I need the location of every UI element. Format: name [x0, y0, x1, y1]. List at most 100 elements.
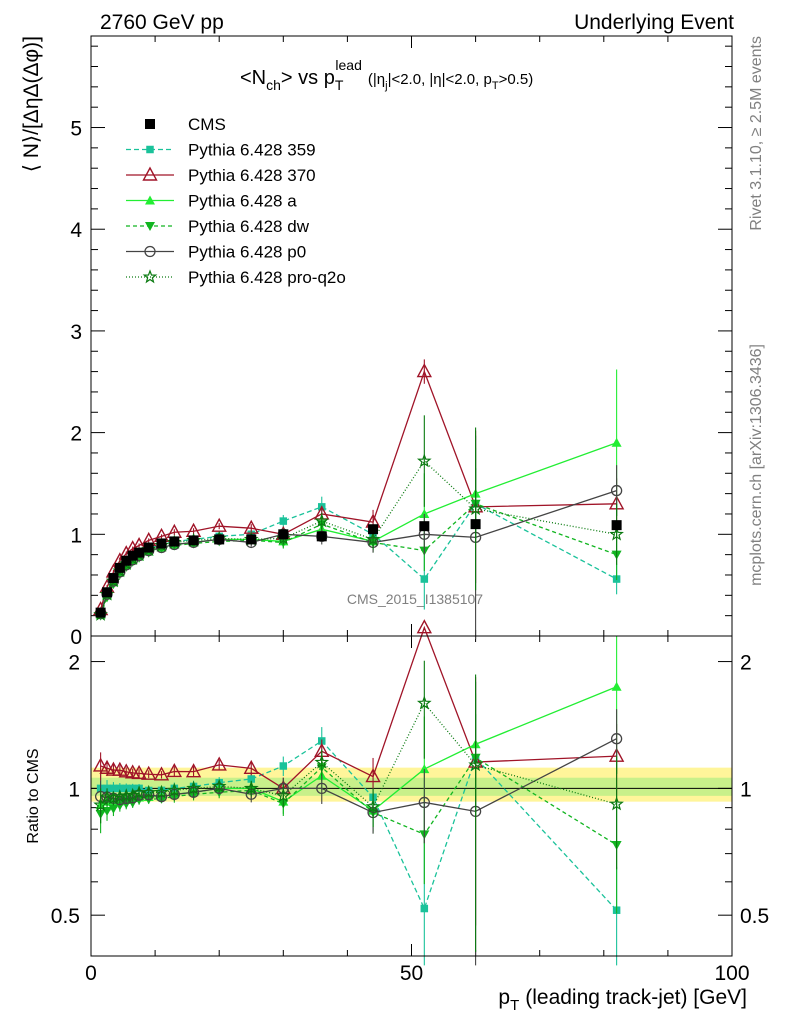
data-point-ratio [365, 798, 381, 813]
series-5 [93, 415, 624, 952]
data-point-ratio [316, 782, 328, 795]
side-bottom-text: mcplots.cern.ch [arXiv:1306.3436] [748, 344, 765, 586]
axes: 0 50 100 0 1 2 3 4 5 0.5 0.5 1 1 2 2 [51, 36, 769, 985]
legend-marker [142, 166, 158, 181]
cms-data-point [214, 534, 225, 545]
data-point-ratio [314, 754, 330, 769]
legend-label: Pythia 6.428 359 [188, 141, 316, 160]
data-point-ratio [243, 759, 259, 775]
data-point-ratio [116, 784, 124, 793]
data-point-ratio [247, 775, 255, 783]
data-point-main [279, 517, 288, 525]
title-sub: ch [266, 77, 281, 93]
ratio-y-tick-label-right: 2 [740, 652, 752, 675]
title-vs: > vs p [281, 67, 335, 89]
data-point-main [468, 501, 483, 516]
cms-data-point [419, 521, 430, 532]
cms-data-point [134, 547, 145, 558]
data-point-ratio [154, 784, 169, 799]
data-point-ratio [243, 780, 259, 795]
data-point-main [611, 437, 622, 447]
data-point-ratio [153, 766, 170, 781]
y-tick-label: 0 [70, 626, 82, 649]
data-point-main [314, 513, 330, 528]
title-cuts3: >0.5) [499, 71, 534, 88]
x-label-T: T [510, 997, 519, 1014]
data-point-ratio [419, 764, 430, 774]
data-point-ratio [131, 764, 147, 780]
x-tick-label: 0 [85, 962, 97, 985]
cms-data-point [108, 573, 119, 584]
data-point-ratio [108, 804, 119, 814]
y-tick-label: 1 [70, 524, 82, 547]
x-tick-label: 100 [714, 962, 749, 985]
cms-data-point [611, 520, 622, 531]
legend-label: CMS [188, 115, 226, 134]
series-line-ratio [100, 740, 618, 911]
data-point-ratio [211, 778, 227, 793]
data-point-ratio [420, 904, 429, 913]
title-cuts-j: j [384, 80, 387, 92]
data-point-ratio [416, 619, 432, 634]
data-point-main [420, 575, 429, 583]
data-point-main [610, 484, 623, 497]
cms-data-point [169, 536, 180, 547]
ratio-frame [90, 635, 733, 957]
series-line-main [99, 369, 617, 610]
data-point-ratio [141, 784, 157, 799]
data-point-ratio [418, 796, 430, 809]
series-line-main [99, 442, 617, 615]
x-label-p: p [498, 986, 510, 1009]
data-point-ratio [166, 763, 183, 778]
legend-marker [145, 195, 155, 205]
y-tick-label: 3 [70, 321, 82, 344]
cms-data-point [470, 519, 481, 530]
cms-data-point [102, 587, 113, 598]
header-left: 2760 GeV pp [100, 11, 224, 34]
series-4 [94, 435, 623, 966]
cms-data-point [246, 534, 257, 545]
series-1 [92, 359, 625, 926]
legend-marker-cms [145, 119, 155, 129]
data-point-ratio [99, 789, 115, 804]
data-point-ratio [99, 759, 115, 774]
data-point-ratio [93, 797, 108, 812]
data-point-ratio [365, 768, 381, 783]
data-point-main [416, 363, 432, 378]
data-point-main [416, 453, 432, 468]
legend: CMS Pythia 6.428 359 Pythia 6.428 370 Pythi… [126, 115, 346, 287]
x-axis-label: pT (leading track-jet) [GeV] [498, 986, 747, 1014]
data-point-ratio [141, 765, 157, 780]
data-point-ratio [185, 763, 202, 778]
cms-data-point [188, 535, 199, 546]
series-layer [92, 359, 625, 966]
data-point-ratio [416, 695, 432, 710]
data-point-ratio [106, 790, 121, 805]
title-T: T [335, 77, 344, 93]
data-point-ratio [279, 762, 288, 770]
watermark: CMS_2015_I1385107 [347, 591, 483, 607]
data-point-ratio [109, 784, 118, 793]
ratio-y-tick-label: 0.5 [51, 905, 80, 928]
header-right: Underlying Event [574, 11, 734, 34]
cms-data-point [127, 550, 138, 561]
legend-marker [144, 245, 156, 258]
data-point-ratio [166, 782, 182, 797]
y-tick-label: 5 [70, 118, 82, 141]
ratio-y-tick-label-right: 0.5 [740, 905, 769, 928]
legend-label: Pythia 6.428 pro-q2o [188, 268, 346, 287]
cms-data-point [316, 531, 327, 542]
cms-data-point [156, 538, 167, 549]
cms-data-point [114, 562, 125, 573]
data-point-ratio [468, 757, 483, 772]
y-tick-label: 4 [70, 219, 82, 242]
data-point-main [365, 531, 381, 546]
x-label-rest: (leading track-jet) [GeV] [525, 986, 747, 1009]
data-point-ratio [610, 733, 623, 745]
plot-frames [90, 35, 733, 957]
cms-data-point [121, 555, 132, 566]
title-cuts-T: T [492, 80, 499, 92]
chart-title: <Nch> vs pTlead(|ηj|<2.0, |η|<2.0, pT>0.… [240, 57, 533, 93]
data-point-main [419, 508, 430, 518]
data-point-ratio [186, 780, 202, 795]
